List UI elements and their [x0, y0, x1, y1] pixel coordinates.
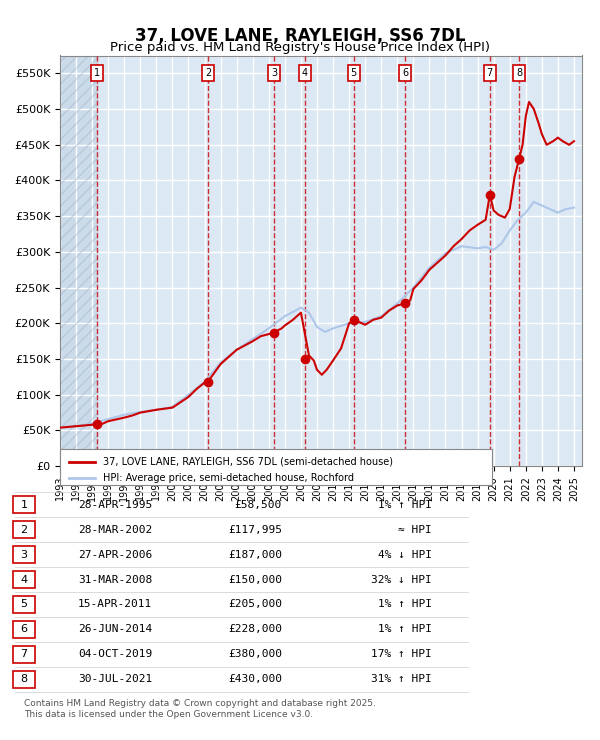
Text: 6: 6 — [402, 68, 408, 78]
Text: 1% ↑ HPI: 1% ↑ HPI — [378, 599, 432, 610]
Text: 32% ↓ HPI: 32% ↓ HPI — [371, 574, 432, 585]
FancyBboxPatch shape — [60, 449, 492, 485]
Text: 3: 3 — [20, 550, 28, 559]
Text: 26-JUN-2014: 26-JUN-2014 — [78, 625, 152, 634]
Text: 28-MAR-2002: 28-MAR-2002 — [78, 525, 152, 534]
Text: £205,000: £205,000 — [228, 599, 282, 610]
Text: 4: 4 — [302, 68, 308, 78]
Text: 04-OCT-2019: 04-OCT-2019 — [78, 650, 152, 659]
Text: 2: 2 — [205, 68, 212, 78]
Text: 4% ↓ HPI: 4% ↓ HPI — [378, 550, 432, 559]
Text: Price paid vs. HM Land Registry's House Price Index (HPI): Price paid vs. HM Land Registry's House … — [110, 41, 490, 54]
Text: 5: 5 — [350, 68, 357, 78]
Text: 31-MAR-2008: 31-MAR-2008 — [78, 574, 152, 585]
Text: 1% ↑ HPI: 1% ↑ HPI — [378, 500, 432, 510]
Text: £58,500: £58,500 — [235, 500, 282, 510]
Text: 8: 8 — [516, 68, 522, 78]
Text: 37, LOVE LANE, RAYLEIGH, SS6 7DL (semi-detached house): 37, LOVE LANE, RAYLEIGH, SS6 7DL (semi-d… — [103, 457, 393, 467]
Text: 1: 1 — [94, 68, 100, 78]
Text: £187,000: £187,000 — [228, 550, 282, 559]
Text: £117,995: £117,995 — [228, 525, 282, 534]
Text: HPI: Average price, semi-detached house, Rochford: HPI: Average price, semi-detached house,… — [103, 473, 354, 482]
Bar — [60, 56, 97, 466]
Text: Contains HM Land Registry data © Crown copyright and database right 2025.
This d: Contains HM Land Registry data © Crown c… — [24, 699, 376, 719]
Text: 6: 6 — [20, 625, 28, 634]
Text: 7: 7 — [487, 68, 493, 78]
Text: 7: 7 — [20, 650, 28, 659]
Text: 37, LOVE LANE, RAYLEIGH, SS6 7DL: 37, LOVE LANE, RAYLEIGH, SS6 7DL — [135, 27, 465, 45]
Text: 31% ↑ HPI: 31% ↑ HPI — [371, 674, 432, 684]
Bar — [60, 56, 97, 466]
Text: 8: 8 — [20, 674, 28, 684]
Text: 17% ↑ HPI: 17% ↑ HPI — [371, 650, 432, 659]
Text: £150,000: £150,000 — [228, 574, 282, 585]
Text: 2: 2 — [20, 525, 28, 534]
Text: 3: 3 — [271, 68, 277, 78]
Text: 5: 5 — [20, 599, 28, 610]
Text: 1: 1 — [20, 500, 28, 510]
Text: £380,000: £380,000 — [228, 650, 282, 659]
Text: 30-JUL-2021: 30-JUL-2021 — [78, 674, 152, 684]
Text: 27-APR-2006: 27-APR-2006 — [78, 550, 152, 559]
Text: £228,000: £228,000 — [228, 625, 282, 634]
Text: 15-APR-2011: 15-APR-2011 — [78, 599, 152, 610]
Text: 28-APR-1995: 28-APR-1995 — [78, 500, 152, 510]
Text: £430,000: £430,000 — [228, 674, 282, 684]
Text: 1% ↑ HPI: 1% ↑ HPI — [378, 625, 432, 634]
Text: 4: 4 — [20, 574, 28, 585]
Text: ≈ HPI: ≈ HPI — [398, 525, 432, 534]
